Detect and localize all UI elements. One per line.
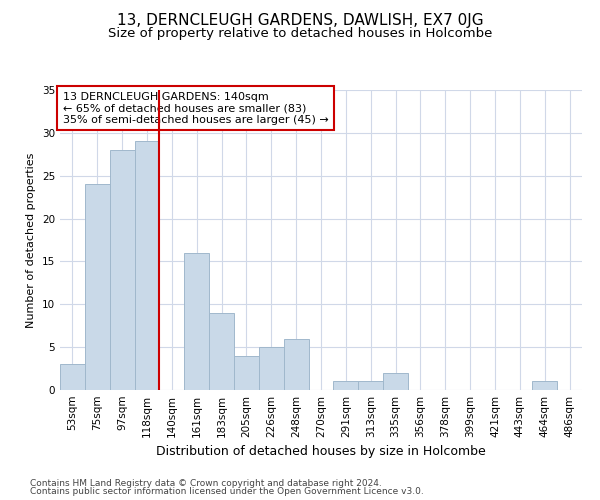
Bar <box>85 184 110 390</box>
Bar <box>334 382 358 390</box>
Text: 13, DERNCLEUGH GARDENS, DAWLISH, EX7 0JG: 13, DERNCLEUGH GARDENS, DAWLISH, EX7 0JG <box>116 12 484 28</box>
Bar <box>110 150 134 390</box>
Text: Contains HM Land Registry data © Crown copyright and database right 2024.: Contains HM Land Registry data © Crown c… <box>30 478 382 488</box>
Bar <box>60 364 85 390</box>
Text: Contains public sector information licensed under the Open Government Licence v3: Contains public sector information licen… <box>30 487 424 496</box>
Text: 13 DERNCLEUGH GARDENS: 140sqm
← 65% of detached houses are smaller (83)
35% of s: 13 DERNCLEUGH GARDENS: 140sqm ← 65% of d… <box>62 92 328 124</box>
Bar <box>184 253 209 390</box>
Bar <box>234 356 259 390</box>
Text: Size of property relative to detached houses in Holcombe: Size of property relative to detached ho… <box>108 28 492 40</box>
Y-axis label: Number of detached properties: Number of detached properties <box>26 152 37 328</box>
Bar <box>358 382 383 390</box>
Bar <box>209 313 234 390</box>
Bar <box>134 142 160 390</box>
X-axis label: Distribution of detached houses by size in Holcombe: Distribution of detached houses by size … <box>156 446 486 458</box>
Bar <box>259 347 284 390</box>
Bar <box>532 382 557 390</box>
Bar <box>284 338 308 390</box>
Bar <box>383 373 408 390</box>
